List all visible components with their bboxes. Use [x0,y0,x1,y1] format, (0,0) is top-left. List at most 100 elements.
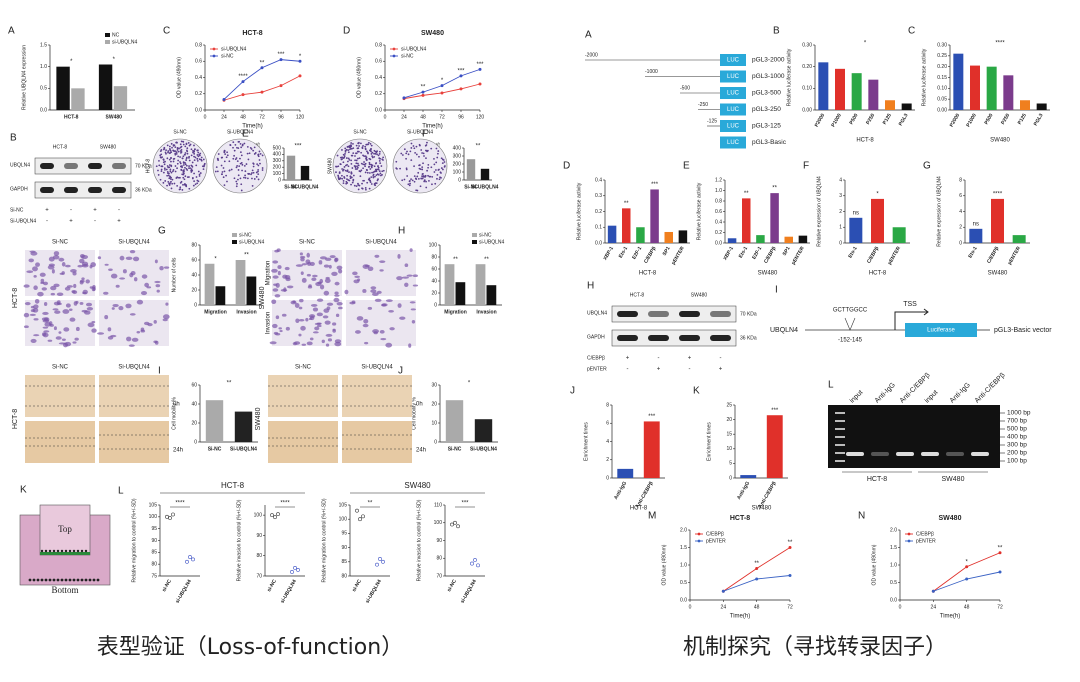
colony [408,184,411,187]
colony [368,157,371,160]
cell [44,549,48,553]
blot-strip [611,305,737,323]
group-label: SW480 [404,481,431,490]
y-axis-label: Relative migration to control (%+/-SD) [321,498,327,582]
colony [240,146,243,149]
colony [370,163,373,166]
bar [56,66,70,110]
colony [419,185,422,188]
colony [174,165,177,167]
colony [226,180,228,183]
cell [34,298,40,304]
cell [65,303,71,308]
colony [161,156,164,159]
cell [298,306,303,310]
colony [241,163,244,166]
side-label: HCT-8 [12,288,19,308]
data-point [402,96,406,100]
y-tick-label: 1.5 [40,42,47,48]
colony [163,163,166,166]
y-tick-label: 95 [341,531,347,537]
y-tick-label: 2 [606,457,609,463]
significance: ** [453,257,458,263]
cell [42,319,50,323]
colony [422,152,425,155]
legend-swatch [232,233,237,237]
colony [401,154,404,156]
y-tick-label: 2 [839,209,842,215]
colony [371,151,374,154]
blot-size: 36 KDa [135,187,152,193]
data-point [273,515,277,520]
legend-label: si-UBQLN4 [112,39,138,45]
cell [406,274,413,277]
colony [164,151,167,154]
cell [53,251,60,256]
bar [235,260,246,305]
colony [240,154,243,157]
y-tick-label: 0 [839,240,842,246]
y-tick-label: 0.0 [595,240,602,246]
data-point [721,589,725,593]
y-tick-label: 105 [339,502,348,508]
y-tick-label: 0.15 [937,75,947,81]
y-tick-label: 4 [839,177,842,183]
colony [245,163,248,165]
significance: ** [744,191,749,197]
cell [334,257,339,262]
cell [35,262,40,267]
colony [183,178,186,181]
colony [220,156,223,159]
panel-letter: G [923,161,931,172]
colony [168,145,171,148]
cell [332,328,336,331]
colony [337,175,340,178]
colony [197,180,200,183]
colony [357,150,360,153]
colony [170,165,173,168]
cell [69,317,76,322]
colony [191,176,194,179]
colony [420,149,423,151]
condition-sign: - [689,367,691,373]
colony [172,169,175,171]
colony [421,168,424,171]
colony [169,178,172,180]
y-tick-label: 40 [191,401,197,407]
data-point [476,563,480,568]
cell [54,310,61,314]
colony [164,168,166,171]
colony [356,162,359,165]
colony [166,184,168,187]
colony [361,187,363,190]
colony [170,180,172,183]
colony [368,172,371,174]
colony [188,155,191,158]
colony [440,167,443,169]
colony [168,147,171,150]
y-tick-label: 80 [151,561,157,567]
y-axis-label: Relative UBQLN4 expression [21,45,27,110]
cell [327,338,333,342]
panel-letter: L [828,380,834,391]
colony [425,144,428,146]
colony [194,156,197,159]
colony [196,182,199,185]
cell [44,578,48,582]
colony [182,171,185,174]
colony [185,159,188,161]
condition-name: Si-NC [10,207,24,213]
colony [410,178,412,181]
colony [249,147,252,149]
colony [190,148,193,151]
colony [335,171,337,174]
colony [167,151,169,154]
cell [103,291,109,295]
colony [258,150,261,153]
y-tick-label: 1.5 [680,545,687,551]
colony [361,182,363,185]
colony [233,149,236,152]
colony [363,155,366,158]
colony [415,145,418,148]
colony [170,142,173,145]
